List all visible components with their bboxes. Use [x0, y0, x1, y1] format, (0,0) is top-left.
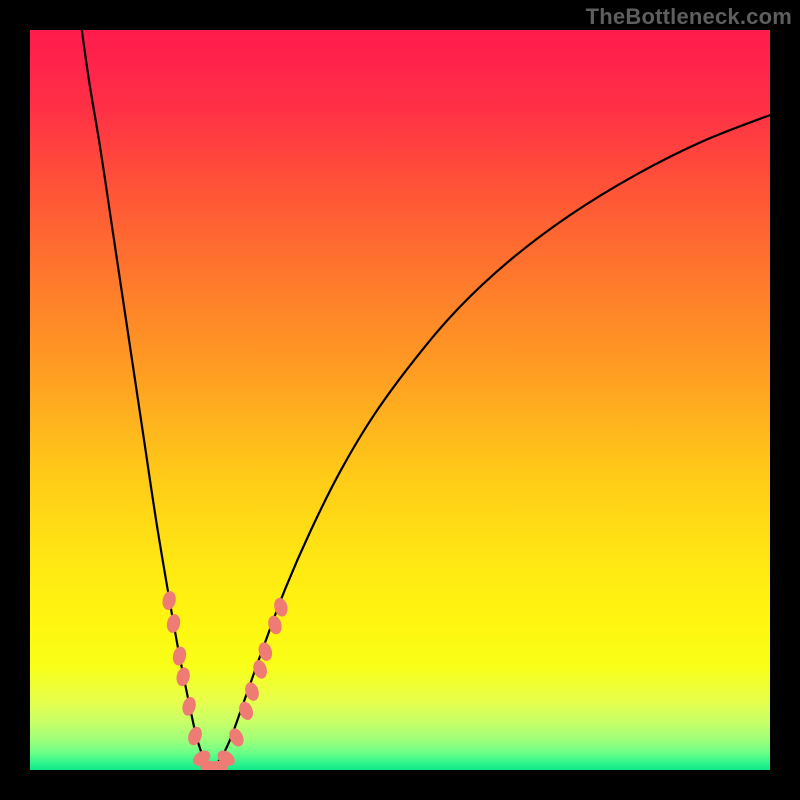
plot-area — [30, 30, 770, 770]
chart-background — [30, 30, 770, 770]
watermark-text: TheBottleneck.com — [586, 4, 792, 30]
chart-svg — [30, 30, 770, 770]
